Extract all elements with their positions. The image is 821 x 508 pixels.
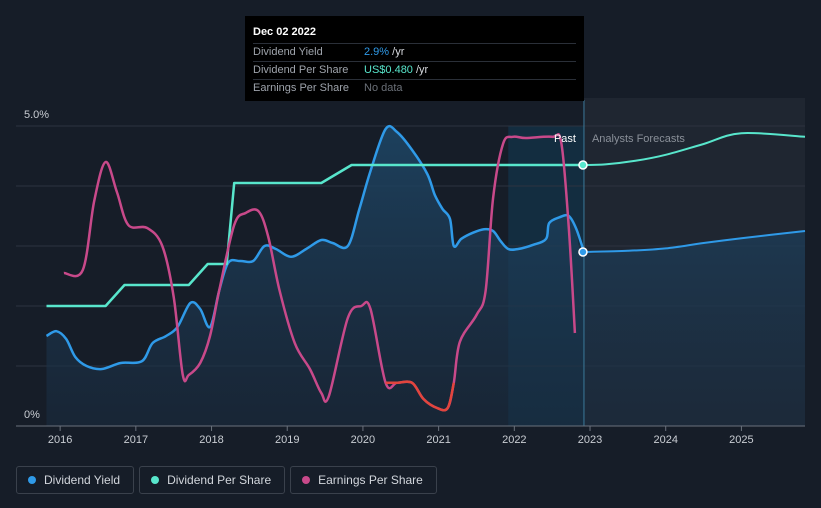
tooltip-date: Dec 02 2022 <box>253 26 316 38</box>
x-tick-label: 2016 <box>48 434 72 446</box>
legend-dividend-yield[interactable]: Dividend Yield <box>16 466 135 494</box>
series-lines <box>45 124 806 412</box>
earnings-per-share-line <box>63 133 577 412</box>
dividend-per-share-forecast-line <box>583 131 806 166</box>
x-tick-label: 2024 <box>653 434 677 446</box>
tooltip-label: Earnings Per Share <box>253 82 349 94</box>
tooltip-row-dividend-yield: Dividend Yield 2.9% /yr <box>253 43 576 61</box>
y-tick-label: 5.0% <box>24 109 49 121</box>
chart-tooltip: Dec 02 2022 Dividend Yield 2.9% /yr Divi… <box>245 16 584 101</box>
past-label: Past <box>554 133 576 145</box>
x-tick-label: 2020 <box>351 434 375 446</box>
dps-current-marker <box>578 160 588 170</box>
forecast-label: Analysts Forecasts <box>592 133 685 145</box>
x-tick-label: 2017 <box>124 434 148 446</box>
x-tick-label: 2022 <box>502 434 526 446</box>
dividend-yield-forecast-line <box>583 230 806 253</box>
tooltip-suffix: /yr <box>389 46 405 58</box>
dividend-yield-line <box>45 124 586 371</box>
x-tick-label: 2023 <box>578 434 602 446</box>
tooltip-value: No data <box>364 82 403 94</box>
legend-label: Earnings Per Share <box>318 473 423 487</box>
legend-earnings-per-share[interactable]: Earnings Per Share <box>290 466 437 494</box>
legend-label: Dividend Per Share <box>167 473 272 487</box>
y-tick-label: 0% <box>24 409 40 421</box>
current-markers <box>578 160 588 257</box>
axis-labels: 5.0% 0% Past Analysts Forecasts <box>24 109 685 421</box>
legend-dot-icon <box>302 476 311 484</box>
chart-legend: Dividend Yield Dividend Per Share Earnin… <box>16 466 437 494</box>
tooltip-suffix: /yr <box>412 64 429 76</box>
x-tick-label: 2025 <box>729 434 753 446</box>
dividend-yield-area <box>46 126 805 427</box>
legend-dot-icon <box>151 476 160 484</box>
legend-label: Dividend Yield <box>44 473 121 487</box>
x-tick-label: 2019 <box>275 434 299 446</box>
legend-dividend-per-share[interactable]: Dividend Per Share <box>139 466 286 494</box>
x-tick-label: 2018 <box>199 434 223 446</box>
dividend-per-share-line <box>46 163 584 308</box>
x-tick-label: 2021 <box>426 434 450 446</box>
tooltip-row-dividend-per-share: Dividend Per Share US$0.480 /yr <box>253 61 576 79</box>
tooltip-value: US$0.480 <box>364 64 413 76</box>
earnings-per-share-low-segment <box>385 380 456 412</box>
legend-dot-icon <box>28 476 36 484</box>
tooltip-label: Dividend Per Share <box>253 64 349 76</box>
tooltip-row-earnings-per-share: Earnings Per Share No data <box>253 79 576 97</box>
tooltip-label: Dividend Yield <box>253 46 323 58</box>
yield-current-marker <box>578 247 588 257</box>
tooltip-value: 2.9% <box>364 46 390 58</box>
x-axis: 2016 2017 2018 2019 2020 2021 2022 2023 2024 2025 <box>16 425 805 446</box>
